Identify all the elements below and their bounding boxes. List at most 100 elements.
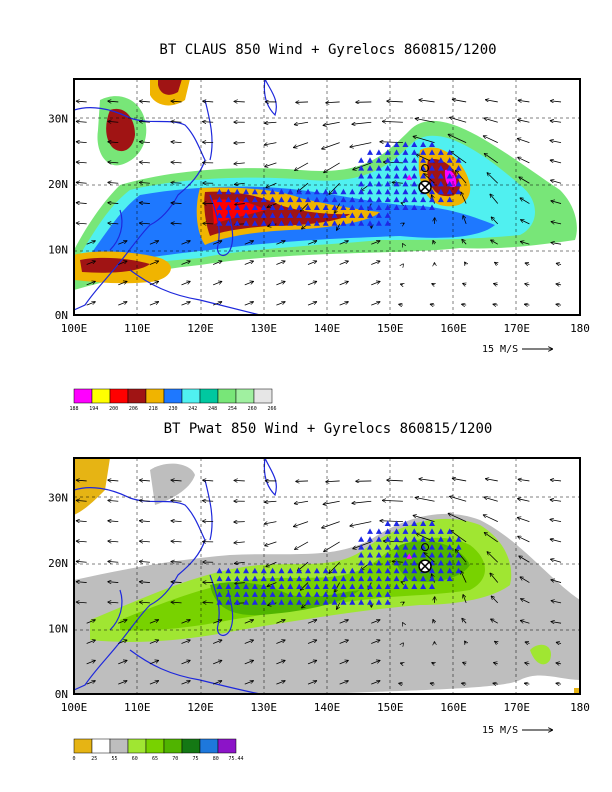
wind-vector [76,101,87,102]
gyre-triangle [367,173,374,179]
x-tick-label: 120E [187,701,214,714]
wind-vector [550,480,562,481]
wind-vector [339,261,349,265]
gyre-triangle [322,212,329,218]
wind-vector [267,203,277,208]
wind-vector [264,142,277,145]
gyre-triangle [437,575,444,582]
wind-vector [139,561,150,562]
wind-vector [484,118,498,123]
wind-vector [76,500,87,501]
gyre-triangle [402,520,409,527]
gyre-triangle [349,591,356,597]
gyre-triangle [375,544,382,550]
gyre-triangle [375,536,382,542]
colorbar-label: 75 [192,756,198,762]
wind-vector [449,496,467,502]
gyre-triangle [251,567,258,574]
wind-vector [149,281,159,286]
wind-vector [462,239,467,245]
gyre-triangle [260,220,267,226]
gyre-triangle [375,599,382,605]
wind-vector [325,102,340,103]
wind-vector [401,203,403,204]
gyre-triangle [393,583,400,589]
gyre-triangle [455,188,462,195]
claus-cluster-nw-core [106,108,135,152]
wind-vector [139,101,150,102]
wind-vector [76,521,87,522]
gyre-triangle [216,188,223,195]
wind-vector [386,101,403,102]
gyre-triangle [384,141,391,148]
gyre-triangle [437,559,444,566]
wind-vector [181,620,191,624]
x-tick-label: 140E [314,322,341,335]
y-tick-label: 30N [48,491,68,504]
wind-vector [550,559,562,563]
gyre-triangle [322,188,329,195]
gyre-triangle [437,544,444,550]
gyre-triangle [358,583,365,589]
gyre-triangle [393,157,400,163]
gyre-triangle [393,149,400,155]
wind-vector [352,121,372,124]
wind-vector [107,121,119,122]
wind-vector [107,521,119,522]
gyre-triangle [305,583,312,589]
gyre-triangle [437,528,444,534]
colorbar-swatch [91,738,111,754]
wind-vector [490,573,499,583]
pwat-grid [74,458,580,694]
gyre-triangle [269,204,276,210]
gyre-triangle [420,528,427,534]
wind-vector [461,683,467,684]
x-tick-label: 150E [377,322,404,335]
wind-vector [171,203,182,204]
gyre-triangle [331,591,338,597]
gyre-triangle [393,188,400,195]
gyre-triangle [313,599,320,605]
wind-vector [520,620,530,624]
gyre-triangle [216,220,223,226]
wind-vector [352,541,372,549]
wind-vector [413,515,435,522]
wind-vector [525,642,530,644]
gyre-triangle [322,196,329,203]
gyre-triangle [340,220,347,226]
gyre-triangle [367,149,374,155]
gyre-triangle [455,567,462,574]
gyre-triangle [367,165,374,171]
x-axis-ticks: 100E 110E 120E 130E 140E 150E 160E 170E 180 [61,701,590,714]
wind-vector [400,284,403,285]
wind-vector [86,241,96,245]
gyre-triangle [411,575,418,582]
wind-vector [171,582,182,583]
y-tick-label: 0N [55,309,68,322]
wind-vector [403,602,405,603]
gyre-triangle [349,204,356,210]
wind-vector [463,215,467,225]
gyre-triangle [384,575,391,582]
gyre-triangle [375,157,382,163]
gyre-triangle [251,204,258,210]
gyre-triangle [313,204,320,210]
colorbar-label: 70 [172,756,178,762]
gyre-triangle [437,157,444,163]
wind-vector [485,100,498,103]
colorbar-label: 55 [111,756,117,762]
wind-vector [398,683,403,684]
gyre-triangle [420,157,427,163]
wind-vector [264,162,277,167]
gyre-triangle [313,583,320,589]
gyre-triangle [358,204,365,210]
wind-vector [485,479,498,482]
wind-vector [484,153,499,164]
gyre-triangle [234,204,241,210]
wind-vector [339,640,349,644]
wind-vector [267,582,277,587]
gyre-triangle [216,591,223,597]
colorbar-label: 266 [267,406,276,412]
wind-vector [300,582,309,591]
gyre-triangle [367,575,374,582]
